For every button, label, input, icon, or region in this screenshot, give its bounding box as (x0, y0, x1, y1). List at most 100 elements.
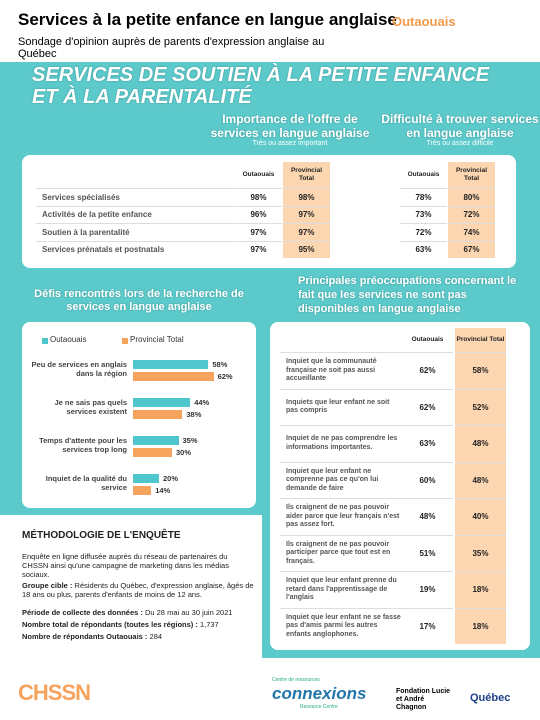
row-label: Ils craignent de ne pas pouvoir particip… (280, 534, 402, 572)
chart-title: Défis rencontrés lors de la recherche de… (34, 288, 244, 313)
cell: 18% (455, 607, 506, 644)
cell: 63% (402, 425, 453, 462)
cell: 62% (402, 388, 453, 426)
cell: 96% (235, 205, 282, 224)
cell: 74% (448, 223, 495, 241)
method-item: Nombre total de répondants (toutes les r… (22, 620, 254, 629)
region: Outaouais (392, 14, 456, 29)
legend-swatch (122, 338, 128, 344)
cell: 48% (402, 498, 453, 535)
category-label: Peu de services en anglais dans la régio… (31, 360, 127, 378)
cell: 97% (235, 240, 282, 259)
bar (133, 486, 152, 495)
value-label: 58% (212, 360, 228, 369)
method-text: 284 (149, 632, 163, 641)
method-intro: Enquête en ligne diffusée auprès du rése… (22, 552, 229, 579)
method-item: Période de collecte des données : Du 28 … (22, 608, 254, 617)
cell: 52% (455, 388, 506, 425)
method-label: Nombre de répondants Outaouais : (22, 632, 148, 641)
row-label: Inquiet de ne pas comprendre les informa… (280, 425, 402, 462)
row-label: Services prénatals et postnatals (36, 240, 234, 258)
cell: 40% (455, 498, 506, 535)
title: Services à la petite enfance en langue a… (18, 10, 397, 29)
method-item: Nombre de répondants Outaouais : 284 (22, 632, 254, 641)
legend-swatch (42, 338, 48, 344)
cell: 97% (283, 223, 330, 241)
cell: 62% (402, 352, 453, 389)
method-text: 1,737 (199, 620, 219, 629)
legend-label: Provincial Total (130, 335, 184, 344)
column-header: Provincial Total (455, 328, 506, 352)
top-card (22, 155, 516, 268)
cell: 72% (400, 223, 447, 241)
logo-connexions: connexions (272, 684, 367, 703)
section-subtitle: Très ou assez important (252, 140, 328, 147)
column-header: Provincial Total (448, 162, 495, 188)
value-label: 62% (217, 372, 233, 381)
bar (133, 474, 159, 483)
cell: 78% (400, 188, 447, 206)
method-title: MÉTHODOLOGIE DE L'ENQUÊTE (22, 530, 181, 541)
column-header: Outaouais (411, 336, 444, 343)
section-title: Difficulté à trouver services en langue … (381, 112, 539, 140)
cell: 58% (455, 352, 506, 389)
category-label: Je ne sais pas quels services existent (54, 398, 127, 416)
subtitle: Sondage d'opinion auprès de parents d'ex… (18, 36, 325, 60)
logo-chssn: CHSSN (18, 680, 91, 705)
cell: 97% (283, 205, 330, 223)
row-label: Inquiet que leur enfant prenne du retard… (280, 571, 402, 608)
cell: 95% (283, 240, 330, 258)
value-label: 38% (186, 410, 202, 419)
section-title: Importance de l'offre de services en lan… (210, 112, 370, 140)
bar (133, 360, 209, 369)
legend-label: Outaouais (50, 335, 87, 344)
cell: 80% (448, 188, 495, 206)
value-label: 44% (194, 398, 210, 407)
row-label: Inquiet que leur enfant ne se fasse pas … (280, 607, 402, 645)
bar (133, 398, 191, 407)
banner: SERVICES DE SOUTIEN À LA PETITE ENFANCE … (32, 64, 490, 108)
cell: 97% (235, 223, 282, 241)
method-text: Du 28 mai au 30 juin 2021 (144, 608, 233, 617)
row-label: Inquiets que leur enfant ne soit pas com… (280, 388, 402, 426)
cell: 98% (283, 188, 330, 206)
value-label: 30% (176, 448, 192, 457)
cell: 60% (402, 461, 453, 499)
logo-connexions-top: Centre de ressources (272, 677, 320, 683)
bar (133, 410, 183, 419)
bar (133, 372, 214, 381)
method-label: Période de collecte des données : (22, 608, 143, 617)
column-header: Provincial Total (283, 162, 330, 188)
cell: 19% (402, 571, 453, 608)
cell: 63% (400, 240, 447, 259)
category-label: Temps d'attente pour les services trop l… (39, 436, 127, 454)
cell: 98% (235, 188, 282, 206)
bar (133, 448, 172, 457)
column-header: Outaouais (242, 171, 275, 178)
cell: 17% (402, 607, 453, 645)
logo-connexions-bottom: Resource Centre (300, 704, 338, 710)
cell: 67% (448, 240, 495, 258)
row-label: Inquiet que la communauté française ne s… (280, 352, 402, 389)
logo-quebec: Québec (470, 692, 511, 704)
cell: 72% (448, 205, 495, 223)
method-label: Nombre total de répondants (toutes les r… (22, 620, 198, 629)
cell: 51% (402, 534, 453, 572)
method-text: Résidents du Québec, d'expression anglai… (22, 581, 254, 599)
bar (133, 436, 179, 445)
cell: 48% (455, 425, 506, 462)
logo-chagnon: Fondation Lucie et André Chagnon (396, 688, 451, 711)
row-label: Activités de la petite enfance (36, 205, 234, 223)
cell: 18% (455, 571, 506, 608)
method-card (0, 515, 262, 658)
row-label: Soutien à la parentalité (36, 223, 234, 240)
value-label: 20% (163, 474, 179, 483)
cell: 48% (455, 461, 506, 498)
row-label: Ils craignent de ne pas pouvoir aider pa… (280, 498, 402, 535)
value-label: 35% (182, 436, 198, 445)
row-label: Inquiet que leur enfant ne comprenne pas… (280, 461, 402, 499)
method-item: Groupe cible : Résidents du Québec, d'ex… (22, 581, 254, 599)
section-subtitle: Très ou assez difficile (426, 140, 494, 147)
